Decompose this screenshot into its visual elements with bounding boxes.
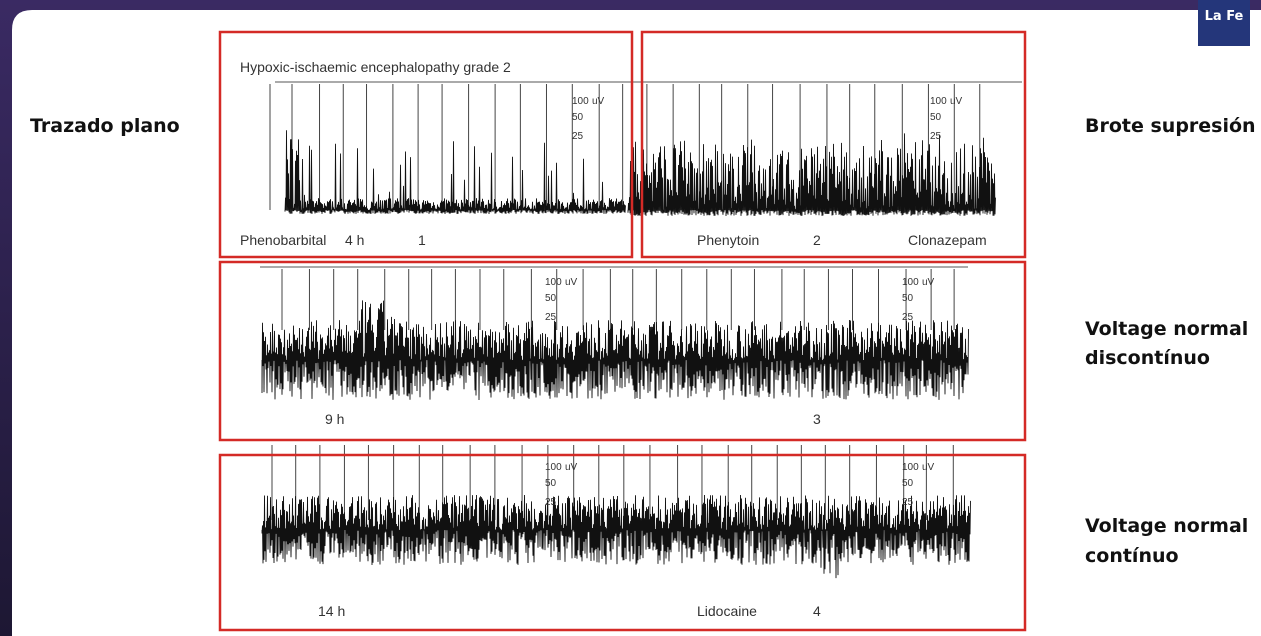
scale-label: 100 — [902, 462, 919, 473]
eeg-trace — [261, 494, 971, 579]
scale-label: 100 — [572, 96, 589, 107]
scale-label: 25 — [930, 131, 942, 142]
scale-label: uV — [922, 277, 935, 288]
left-label: Trazado plano — [30, 115, 180, 137]
scale-label: uV — [950, 96, 963, 107]
highlight-box — [218, 260, 1027, 442]
scale-label: 100 — [930, 96, 947, 107]
drug-label: Phenobarbital — [240, 232, 326, 248]
logo-text: La Fe — [1205, 9, 1244, 24]
eeg-trace — [627, 133, 996, 217]
eeg-trace — [261, 300, 969, 401]
drug-label: Lidocaine — [697, 603, 757, 619]
right-label: Brote supresión — [1085, 115, 1256, 137]
number-label: 2 — [813, 232, 821, 248]
scale-label: 50 — [902, 478, 914, 489]
time-label: 14 h — [318, 603, 345, 619]
scale-label: 25 — [545, 497, 557, 508]
right-label: Voltage normal — [1085, 515, 1248, 537]
drug-label: Phenytoin — [697, 232, 759, 248]
scale-label: 25 — [902, 497, 914, 508]
scale-label: 25 — [545, 312, 557, 323]
number-label: 1 — [418, 232, 426, 248]
right-label: contínuo — [1085, 545, 1179, 567]
number-label: 3 — [813, 411, 821, 427]
slide — [12, 10, 1261, 636]
scale-label: 25 — [902, 312, 914, 323]
eeg-traces — [260, 81, 1022, 579]
scale-label: 50 — [572, 112, 584, 123]
right-label: Voltage normal — [1085, 318, 1248, 340]
drug-label: Clonazepam — [908, 232, 987, 248]
figure-title: Hypoxic-ischaemic encephalopathy grade 2 — [240, 59, 511, 75]
scale-label: 100 — [545, 462, 562, 473]
scale-label: uV — [565, 277, 578, 288]
scale-label: 100 — [902, 277, 919, 288]
highlight-box — [218, 30, 634, 259]
scale-label: 100 — [545, 277, 562, 288]
highlight-box — [640, 30, 1027, 259]
time-label: 4 h — [345, 232, 364, 248]
logo — [1198, 0, 1250, 46]
scale-label: uV — [592, 96, 605, 107]
time-label: 9 h — [325, 411, 344, 427]
number-label: 4 — [813, 603, 821, 619]
scale-label: 50 — [545, 478, 557, 489]
scale-label: uV — [922, 462, 935, 473]
eeg-trace — [284, 130, 626, 215]
scale-label: 50 — [930, 112, 942, 123]
scale-label: 25 — [572, 131, 584, 142]
scale-label: 50 — [902, 293, 914, 304]
scale-label: 50 — [545, 293, 557, 304]
highlight-box — [218, 453, 1027, 632]
right-label: discontínuo — [1085, 347, 1210, 369]
scale-label: uV — [565, 462, 578, 473]
